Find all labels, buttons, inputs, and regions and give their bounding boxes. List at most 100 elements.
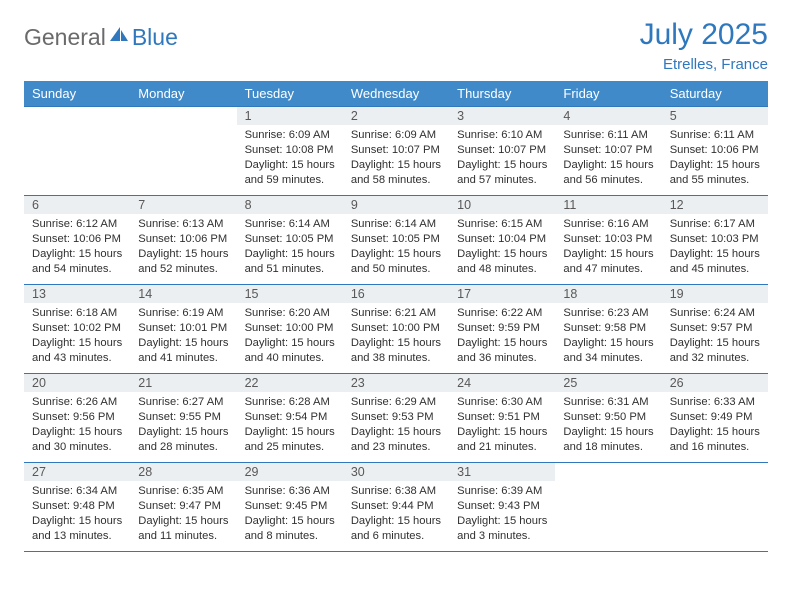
day-details: Sunrise: 6:38 AMSunset: 9:44 PMDaylight:…	[343, 481, 449, 550]
day-number: 2	[343, 107, 449, 125]
calendar-cell: 26Sunrise: 6:33 AMSunset: 9:49 PMDayligh…	[662, 374, 768, 463]
day-details: Sunrise: 6:11 AMSunset: 10:06 PMDaylight…	[662, 125, 768, 194]
day-number: 5	[662, 107, 768, 125]
calendar-cell: 25Sunrise: 6:31 AMSunset: 9:50 PMDayligh…	[555, 374, 661, 463]
calendar-cell: 14Sunrise: 6:19 AMSunset: 10:01 PMDaylig…	[130, 285, 236, 374]
sunrise-text: Sunrise: 6:38 AM	[351, 484, 441, 499]
day-details: Sunrise: 6:39 AMSunset: 9:43 PMDaylight:…	[449, 481, 555, 550]
day-number: 24	[449, 374, 555, 392]
sunrise-text: Sunrise: 6:09 AM	[351, 128, 441, 143]
day-details: Sunrise: 6:14 AMSunset: 10:05 PMDaylight…	[237, 214, 343, 283]
calendar-cell: 22Sunrise: 6:28 AMSunset: 9:54 PMDayligh…	[237, 374, 343, 463]
day-number: 6	[24, 196, 130, 214]
sunrise-text: Sunrise: 6:14 AM	[245, 217, 335, 232]
sunset-text: Sunset: 10:06 PM	[670, 143, 760, 158]
calendar-cell: 10Sunrise: 6:15 AMSunset: 10:04 PMDaylig…	[449, 196, 555, 285]
sunset-text: Sunset: 10:03 PM	[670, 232, 760, 247]
brand-word-1: General	[24, 24, 106, 51]
day-number: 30	[343, 463, 449, 481]
day-details: Sunrise: 6:34 AMSunset: 9:48 PMDaylight:…	[24, 481, 130, 550]
daylight-text: Daylight: 15 hours and 30 minutes.	[32, 425, 122, 455]
sunrise-text: Sunrise: 6:13 AM	[138, 217, 228, 232]
sunrise-text: Sunrise: 6:36 AM	[245, 484, 335, 499]
day-number: 14	[130, 285, 236, 303]
daylight-text: Daylight: 15 hours and 47 minutes.	[563, 247, 653, 277]
day-details: Sunrise: 6:12 AMSunset: 10:06 PMDaylight…	[24, 214, 130, 283]
day-details: Sunrise: 6:30 AMSunset: 9:51 PMDaylight:…	[449, 392, 555, 461]
daylight-text: Daylight: 15 hours and 51 minutes.	[245, 247, 335, 277]
calendar-cell: 19Sunrise: 6:24 AMSunset: 9:57 PMDayligh…	[662, 285, 768, 374]
calendar-cell: 16Sunrise: 6:21 AMSunset: 10:00 PMDaylig…	[343, 285, 449, 374]
sunrise-text: Sunrise: 6:27 AM	[138, 395, 228, 410]
sunset-text: Sunset: 9:48 PM	[32, 499, 122, 514]
daylight-text: Daylight: 15 hours and 28 minutes.	[138, 425, 228, 455]
calendar-cell: 6Sunrise: 6:12 AMSunset: 10:06 PMDayligh…	[24, 196, 130, 285]
calendar-cell: 5Sunrise: 6:11 AMSunset: 10:06 PMDayligh…	[662, 107, 768, 196]
sunrise-text: Sunrise: 6:26 AM	[32, 395, 122, 410]
calendar-row: 13Sunrise: 6:18 AMSunset: 10:02 PMDaylig…	[24, 285, 768, 374]
day-details: Sunrise: 6:26 AMSunset: 9:56 PMDaylight:…	[24, 392, 130, 461]
day-details: Sunrise: 6:22 AMSunset: 9:59 PMDaylight:…	[449, 303, 555, 372]
sunrise-text: Sunrise: 6:30 AM	[457, 395, 547, 410]
sunset-text: Sunset: 9:55 PM	[138, 410, 228, 425]
day-details: Sunrise: 6:33 AMSunset: 9:49 PMDaylight:…	[662, 392, 768, 461]
weekday-header: Wednesday	[343, 81, 449, 107]
daylight-text: Daylight: 15 hours and 59 minutes.	[245, 158, 335, 188]
sunset-text: Sunset: 10:02 PM	[32, 321, 122, 336]
day-number: 19	[662, 285, 768, 303]
weekday-header-row: Sunday Monday Tuesday Wednesday Thursday…	[24, 81, 768, 107]
calendar-cell: 15Sunrise: 6:20 AMSunset: 10:00 PMDaylig…	[237, 285, 343, 374]
day-details: Sunrise: 6:36 AMSunset: 9:45 PMDaylight:…	[237, 481, 343, 550]
day-number: 12	[662, 196, 768, 214]
day-number: 15	[237, 285, 343, 303]
sunrise-text: Sunrise: 6:20 AM	[245, 306, 335, 321]
sunset-text: Sunset: 9:44 PM	[351, 499, 441, 514]
calendar-cell: 17Sunrise: 6:22 AMSunset: 9:59 PMDayligh…	[449, 285, 555, 374]
title-block: July 2025 Etrelles, France	[640, 18, 768, 73]
daylight-text: Daylight: 15 hours and 50 minutes.	[351, 247, 441, 277]
sunrise-text: Sunrise: 6:10 AM	[457, 128, 547, 143]
sunset-text: Sunset: 9:59 PM	[457, 321, 547, 336]
calendar-cell: 30Sunrise: 6:38 AMSunset: 9:44 PMDayligh…	[343, 463, 449, 552]
day-number: 4	[555, 107, 661, 125]
day-number: 8	[237, 196, 343, 214]
weekday-header: Tuesday	[237, 81, 343, 107]
sunrise-text: Sunrise: 6:35 AM	[138, 484, 228, 499]
sunset-text: Sunset: 9:43 PM	[457, 499, 547, 514]
day-number: 28	[130, 463, 236, 481]
calendar-cell: 28Sunrise: 6:35 AMSunset: 9:47 PMDayligh…	[130, 463, 236, 552]
day-number: 11	[555, 196, 661, 214]
daylight-text: Daylight: 15 hours and 25 minutes.	[245, 425, 335, 455]
daylight-text: Daylight: 15 hours and 23 minutes.	[351, 425, 441, 455]
sail-icon	[109, 26, 129, 49]
daylight-text: Daylight: 15 hours and 40 minutes.	[245, 336, 335, 366]
day-details: Sunrise: 6:09 AMSunset: 10:08 PMDaylight…	[237, 125, 343, 194]
brand-logo: General Blue	[24, 18, 178, 51]
calendar-body: ....1Sunrise: 6:09 AMSunset: 10:08 PMDay…	[24, 107, 768, 552]
sunrise-text: Sunrise: 6:14 AM	[351, 217, 441, 232]
day-details: Sunrise: 6:31 AMSunset: 9:50 PMDaylight:…	[555, 392, 661, 461]
calendar-cell: 23Sunrise: 6:29 AMSunset: 9:53 PMDayligh…	[343, 374, 449, 463]
header: General Blue July 2025 Etrelles, France	[24, 18, 768, 73]
daylight-text: Daylight: 15 hours and 3 minutes.	[457, 514, 547, 544]
sunset-text: Sunset: 10:03 PM	[563, 232, 653, 247]
sunrise-text: Sunrise: 6:24 AM	[670, 306, 760, 321]
day-number: 16	[343, 285, 449, 303]
day-number: 29	[237, 463, 343, 481]
sunset-text: Sunset: 10:07 PM	[457, 143, 547, 158]
sunset-text: Sunset: 10:06 PM	[138, 232, 228, 247]
day-number: 25	[555, 374, 661, 392]
day-details: Sunrise: 6:19 AMSunset: 10:01 PMDaylight…	[130, 303, 236, 372]
daylight-text: Daylight: 15 hours and 54 minutes.	[32, 247, 122, 277]
sunrise-text: Sunrise: 6:12 AM	[32, 217, 122, 232]
calendar-cell: 1Sunrise: 6:09 AMSunset: 10:08 PMDayligh…	[237, 107, 343, 196]
weekday-header: Thursday	[449, 81, 555, 107]
calendar-cell: ..	[555, 463, 661, 552]
weekday-header: Monday	[130, 81, 236, 107]
calendar-cell: 9Sunrise: 6:14 AMSunset: 10:05 PMDayligh…	[343, 196, 449, 285]
day-details: Sunrise: 6:10 AMSunset: 10:07 PMDaylight…	[449, 125, 555, 194]
daylight-text: Daylight: 15 hours and 41 minutes.	[138, 336, 228, 366]
brand-word-2: Blue	[132, 24, 178, 51]
sunset-text: Sunset: 9:51 PM	[457, 410, 547, 425]
sunset-text: Sunset: 9:54 PM	[245, 410, 335, 425]
